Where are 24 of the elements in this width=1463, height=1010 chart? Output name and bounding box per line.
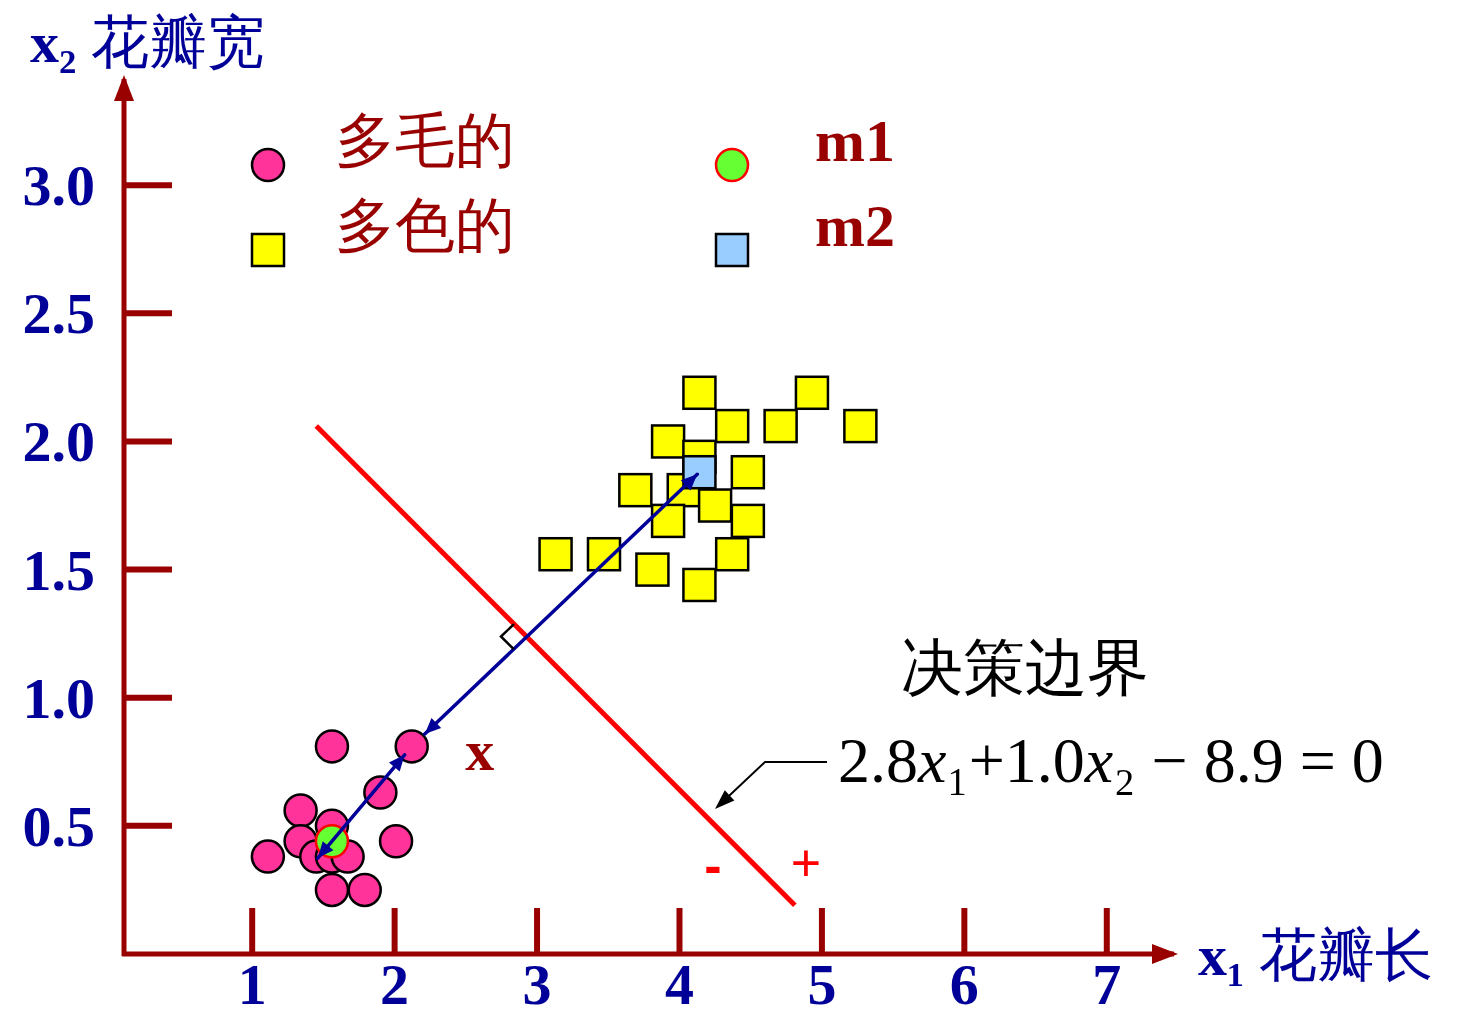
y-tick-label: 3.0 [22,153,95,219]
x-tick-label: 5 [807,952,837,1010]
x-tick-label: 4 [665,952,694,1010]
annotation: 决策边界 [901,633,1149,703]
x-axis-title: x₁ 花瓣长 [1198,922,1433,988]
legend-label: m2 [815,193,895,259]
y-tick-label: 1.0 [22,665,95,731]
y-axis-title: x₂ 花瓣宽 [30,9,265,75]
x-tick-label: 3 [522,952,552,1010]
annotation: - [704,835,722,894]
y-tick-label: 2.0 [22,409,95,475]
x-tick-label: 7 [1092,952,1122,1010]
annotation: + [790,833,822,892]
legend-label: m1 [815,108,895,174]
y-tick-label: 0.5 [22,793,95,859]
legend-label: 多毛的 [335,107,515,174]
x-tick-label: 1 [237,952,267,1010]
y-tick-label: 1.5 [22,537,95,603]
annotation: x [465,718,495,784]
x-tick-label: 6 [949,952,979,1010]
annotation: 2.8x₁+1.0x₂ − 8.9 = 0 [838,725,1384,796]
y-tick-label: 2.5 [22,281,95,347]
x-tick-label: 2 [380,952,410,1010]
legend-label: 多色的 [335,192,515,259]
